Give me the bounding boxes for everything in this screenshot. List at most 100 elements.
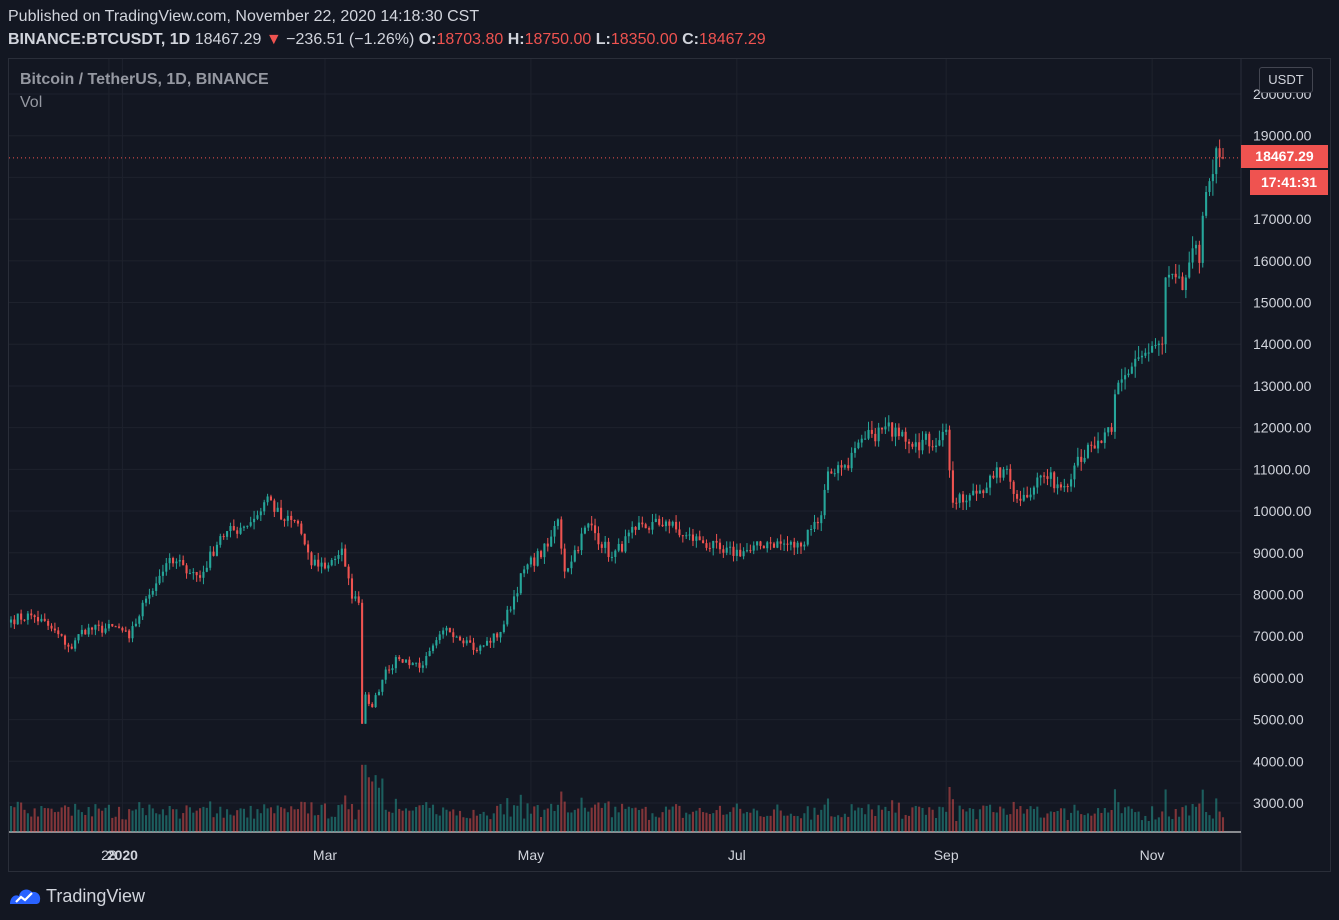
candle-body: [465, 640, 468, 644]
candle-body: [492, 633, 495, 643]
candle-body: [438, 634, 441, 641]
volume-bar: [961, 809, 965, 832]
volume-bar: [452, 809, 455, 832]
price-tick-label: 19000.00: [1253, 128, 1312, 144]
candle-body: [431, 645, 435, 651]
candle-body: [1073, 465, 1076, 480]
volume-bar: [499, 804, 502, 832]
volume-bar: [702, 812, 705, 832]
volume-bar: [560, 791, 563, 832]
candle-body: [1130, 366, 1133, 374]
volume-bar: [840, 817, 843, 832]
candle-body: [263, 502, 266, 512]
volume-bar: [148, 804, 151, 832]
candle-body: [661, 524, 664, 527]
candle-body: [793, 541, 796, 548]
volume-bar: [428, 807, 431, 832]
candle-body: [226, 531, 229, 537]
volume-bar: [107, 804, 110, 832]
volume-bar: [1130, 808, 1133, 832]
volume-bar: [995, 812, 998, 832]
volume-bar: [762, 816, 765, 832]
candle-body: [1201, 215, 1204, 263]
candle-body: [934, 445, 938, 448]
candle-body: [124, 630, 127, 632]
volume-bar: [144, 815, 148, 832]
volume-bar: [239, 808, 242, 832]
candle-body: [327, 565, 330, 569]
volume-bar: [367, 777, 370, 832]
candle-body: [644, 524, 647, 529]
price-tick-label: 3000.00: [1253, 795, 1304, 811]
volume-bar: [867, 804, 870, 832]
candle-body: [735, 549, 738, 556]
candle-body: [40, 618, 43, 622]
volume-bar: [1110, 810, 1113, 832]
candle-body: [931, 446, 934, 448]
candle-body: [499, 632, 502, 638]
volume-bar: [826, 798, 830, 832]
candle-body: [242, 526, 245, 528]
candle-body: [1019, 498, 1022, 501]
volume-bar: [381, 778, 384, 832]
candle-body: [202, 571, 205, 578]
candle-body: [1134, 358, 1137, 367]
candle-body: [799, 542, 803, 547]
volume-bar: [74, 803, 77, 832]
volume-bar: [830, 816, 833, 832]
volume-bar: [523, 818, 526, 832]
volume-legend: Vol: [20, 94, 43, 111]
volume-bar: [283, 808, 286, 832]
candle-body: [961, 494, 965, 503]
volume-bar: [627, 806, 630, 832]
candle-body: [648, 528, 651, 530]
candle-body: [107, 623, 110, 629]
candle-body: [786, 543, 789, 545]
volume-bar: [880, 809, 884, 832]
volume-bar: [1002, 808, 1005, 832]
chart-frame[interactable]: [8, 58, 1331, 872]
volume-bar: [1103, 808, 1106, 832]
candle-body: [806, 529, 809, 545]
volume-bar: [695, 810, 698, 832]
candle-body: [695, 536, 698, 541]
candle-body: [722, 549, 725, 553]
candle-body: [158, 575, 161, 584]
candle-body: [388, 669, 391, 671]
volume-bar: [104, 807, 107, 832]
candle-body: [837, 465, 840, 474]
volume-bar: [357, 809, 360, 832]
candle-body: [756, 541, 759, 546]
candle-body: [367, 694, 370, 704]
currency-unit-button[interactable]: USDT: [1259, 67, 1313, 93]
footer-brand[interactable]: TradingView: [8, 883, 145, 909]
volume-bar: [810, 819, 813, 832]
candle-body: [779, 541, 782, 544]
published-text: Published on TradingView.com, November 2…: [8, 8, 480, 25]
volume-bar: [229, 814, 232, 832]
candle-body: [563, 548, 566, 572]
candle-body: [60, 634, 63, 636]
candle-body: [175, 561, 178, 564]
volume-bar: [506, 798, 509, 832]
volume-bar: [323, 803, 327, 832]
volume-bar: [1198, 803, 1201, 832]
time-tick-label: Mar: [313, 847, 337, 863]
candle-body: [965, 500, 968, 503]
candle-body: [1198, 244, 1201, 263]
volume-bar: [313, 815, 316, 832]
volume-bar: [1093, 813, 1096, 832]
volume-bar: [340, 804, 343, 832]
candle-body: [796, 542, 799, 548]
volume-bar: [934, 818, 938, 832]
volume-bar: [992, 812, 995, 832]
candle-body: [729, 546, 732, 548]
volume-bar: [445, 809, 448, 832]
volume-bar: [47, 808, 50, 832]
candle-body: [958, 494, 961, 503]
candle-body: [1117, 382, 1120, 395]
volume-bar: [907, 815, 911, 832]
volume-bar: [469, 818, 472, 832]
volume-bar: [617, 812, 620, 832]
